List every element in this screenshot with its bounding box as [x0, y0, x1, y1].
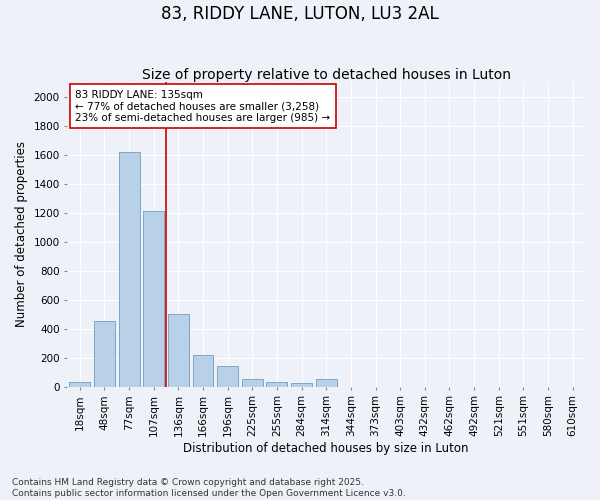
Bar — [217, 366, 238, 386]
X-axis label: Distribution of detached houses by size in Luton: Distribution of detached houses by size … — [184, 442, 469, 455]
Text: 83 RIDDY LANE: 135sqm
← 77% of detached houses are smaller (3,258)
23% of semi-d: 83 RIDDY LANE: 135sqm ← 77% of detached … — [75, 90, 331, 123]
Bar — [119, 152, 140, 386]
Bar — [291, 383, 312, 386]
Bar — [193, 355, 214, 386]
Bar — [242, 380, 263, 386]
Bar — [143, 211, 164, 386]
Bar — [69, 382, 90, 386]
Title: Size of property relative to detached houses in Luton: Size of property relative to detached ho… — [142, 68, 511, 82]
Text: Contains HM Land Registry data © Crown copyright and database right 2025.
Contai: Contains HM Land Registry data © Crown c… — [12, 478, 406, 498]
Bar — [266, 382, 287, 386]
Text: 83, RIDDY LANE, LUTON, LU3 2AL: 83, RIDDY LANE, LUTON, LU3 2AL — [161, 5, 439, 23]
Y-axis label: Number of detached properties: Number of detached properties — [15, 142, 28, 328]
Bar — [316, 380, 337, 386]
Bar — [168, 314, 189, 386]
Bar — [94, 322, 115, 386]
